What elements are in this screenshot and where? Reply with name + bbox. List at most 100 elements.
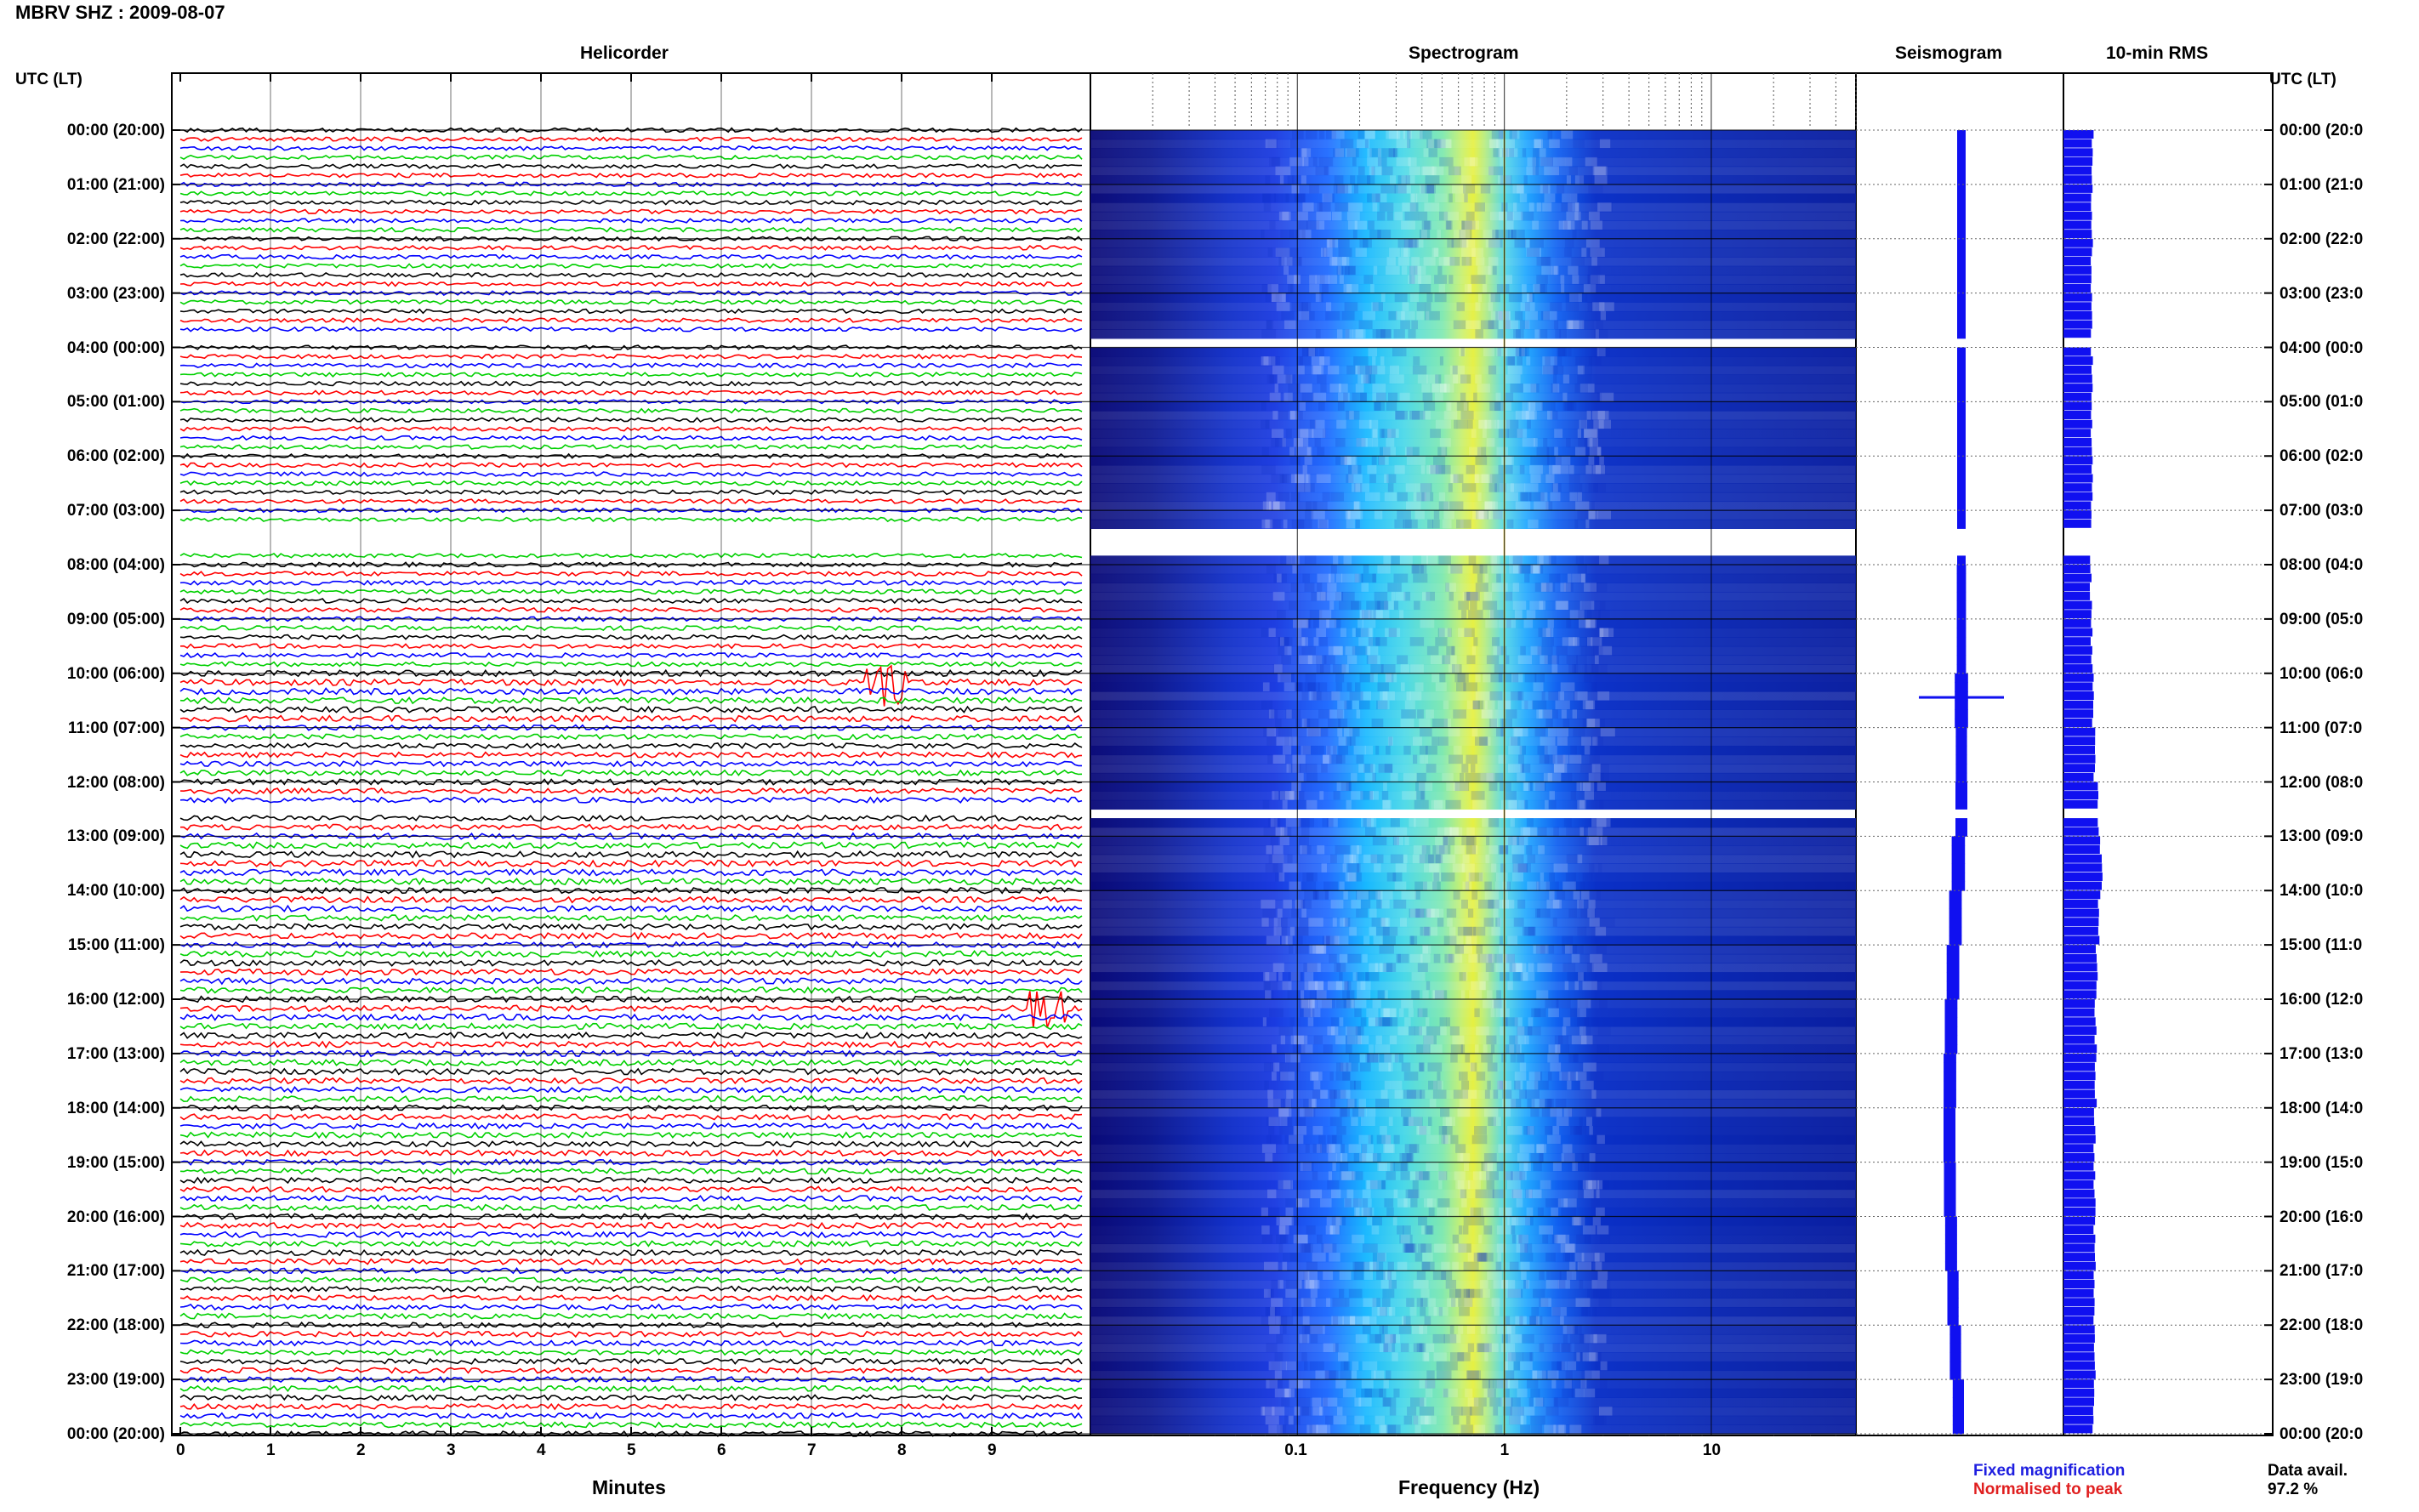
spectrogram-speckle [1333, 645, 1343, 656]
spectrogram-speckle [1397, 238, 1413, 248]
spectrogram-speckle [1569, 1424, 1582, 1434]
spectrogram-speckle [1503, 700, 1511, 710]
spectrogram-speckle [1266, 492, 1276, 502]
spectrogram-speckle [1351, 772, 1357, 782]
spectrogram-speckle [1590, 247, 1605, 257]
spectrogram-speckle [1409, 637, 1425, 646]
rms-bar [2063, 1134, 2096, 1144]
spectrogram-speckle [1326, 935, 1339, 946]
seismogram-segment [1957, 166, 1966, 176]
spectrogram-speckle [1419, 1026, 1427, 1036]
spectrogram-row [1090, 972, 1856, 982]
spectrogram-speckle [1485, 618, 1498, 628]
spectrogram-speckle [1433, 990, 1444, 999]
spectrogram-speckle [1369, 419, 1379, 429]
spectrogram-speckle [1355, 247, 1367, 257]
spectrogram-speckle [1405, 483, 1416, 492]
spectrogram-speckle [1373, 1261, 1384, 1271]
spectrogram-speckle [1353, 501, 1359, 511]
spectrogram-speckle [1545, 1407, 1559, 1416]
spectrogram-speckle [1390, 365, 1399, 375]
spectrogram-speckle [1349, 736, 1356, 746]
spectrogram-speckle [1326, 1298, 1331, 1307]
rms-bar [2063, 374, 2092, 384]
rms-bar [2063, 700, 2093, 709]
spectrogram-speckle [1479, 510, 1483, 520]
spectrogram-speckle [1335, 754, 1346, 765]
spectrogram-speckle [1483, 700, 1488, 710]
seismogram-segment [1957, 202, 1966, 213]
spectrogram-speckle [1370, 284, 1375, 293]
spectrogram-speckle [1279, 1225, 1289, 1235]
spectrogram-speckle [1449, 926, 1456, 936]
spectrogram-speckle [1412, 854, 1426, 864]
spectrogram-speckle [1571, 1035, 1587, 1045]
spectrogram-speckle [1293, 1415, 1301, 1425]
rms-bar [2063, 202, 2092, 212]
spectrogram-speckle [1298, 411, 1303, 420]
spectrogram-speckle [1425, 302, 1431, 311]
spectrogram-speckle [1511, 130, 1520, 139]
spectrogram-row [1090, 610, 1856, 620]
spectrogram-row [1090, 184, 1856, 195]
spectrogram-speckle [1265, 519, 1270, 529]
spectrogram-speckle [1580, 908, 1596, 918]
spectrogram-speckle [1269, 1379, 1283, 1389]
spectrogram-speckle [1461, 220, 1476, 230]
spectrogram-speckle [1338, 384, 1348, 393]
spectrogram-row [1090, 1288, 1856, 1299]
spectrogram-speckle [1393, 1388, 1400, 1398]
spectrogram-speckle [1328, 365, 1340, 375]
spectrogram-speckle [1362, 1198, 1369, 1208]
spectrogram-speckle [1359, 610, 1375, 619]
spectrogram-speckle [1547, 1053, 1559, 1063]
spectrogram-speckle [1376, 700, 1388, 710]
spectrogram-speckle [1295, 230, 1306, 239]
spectrogram-speckle [1504, 1017, 1518, 1026]
spectrogram-speckle [1599, 302, 1614, 311]
spectrogram-speckle [1547, 1099, 1553, 1108]
spectrogram-speckle [1369, 166, 1375, 176]
spectrogram-speckle [1498, 464, 1513, 475]
spectrogram-speckle [1550, 302, 1562, 311]
spectrogram-speckle [1409, 293, 1419, 303]
spectrogram-speckle [1306, 130, 1318, 139]
spectrogram-speckle [1446, 645, 1454, 656]
spectrogram-speckle [1344, 727, 1353, 737]
spectrogram-speckle [1356, 709, 1361, 719]
spectrogram-speckle [1519, 1089, 1527, 1100]
rms-bar [2063, 990, 2097, 999]
spectrogram-speckle [1327, 583, 1337, 592]
spectrogram-speckle [1320, 1089, 1328, 1100]
spectrogram-speckle [1549, 873, 1555, 882]
spectrogram-speckle [1508, 764, 1523, 773]
spectrogram-speckle [1323, 881, 1338, 891]
spectrogram-speckle [1358, 1107, 1367, 1117]
spectrogram-speckle [1443, 1117, 1455, 1126]
spectrogram-speckle [1403, 772, 1417, 782]
spectrogram-speckle [1301, 999, 1309, 1009]
spectrogram-speckle [1426, 645, 1439, 656]
spectrogram-speckle [1369, 230, 1381, 239]
spectrogram-speckle [1391, 555, 1400, 565]
spectrogram-speckle [1366, 600, 1380, 611]
spectrogram-speckle [1310, 1333, 1318, 1344]
spectrogram-row [1090, 890, 1856, 901]
spectrogram-speckle [1441, 446, 1446, 457]
spectrogram-speckle [1322, 492, 1330, 502]
spectrogram-speckle [1464, 284, 1471, 293]
spectrogram-speckle [1522, 293, 1533, 303]
spectrogram-speckle [1580, 1035, 1593, 1045]
rms-bar [2063, 908, 2099, 918]
spectrogram-speckle [1593, 1288, 1609, 1299]
spectrogram-speckle [1351, 999, 1367, 1009]
spectrogram-speckle [1421, 384, 1431, 393]
spectrogram-speckle [1432, 719, 1448, 728]
spectrogram-speckle [1556, 999, 1571, 1009]
spectrogram-speckle [1355, 1026, 1364, 1036]
spectrogram-speckle [1530, 474, 1541, 484]
spectrogram-speckle [1471, 1216, 1485, 1226]
spectrogram-speckle [1439, 438, 1451, 447]
spectrogram-speckle [1298, 310, 1310, 321]
spectrogram-speckle [1513, 202, 1517, 212]
